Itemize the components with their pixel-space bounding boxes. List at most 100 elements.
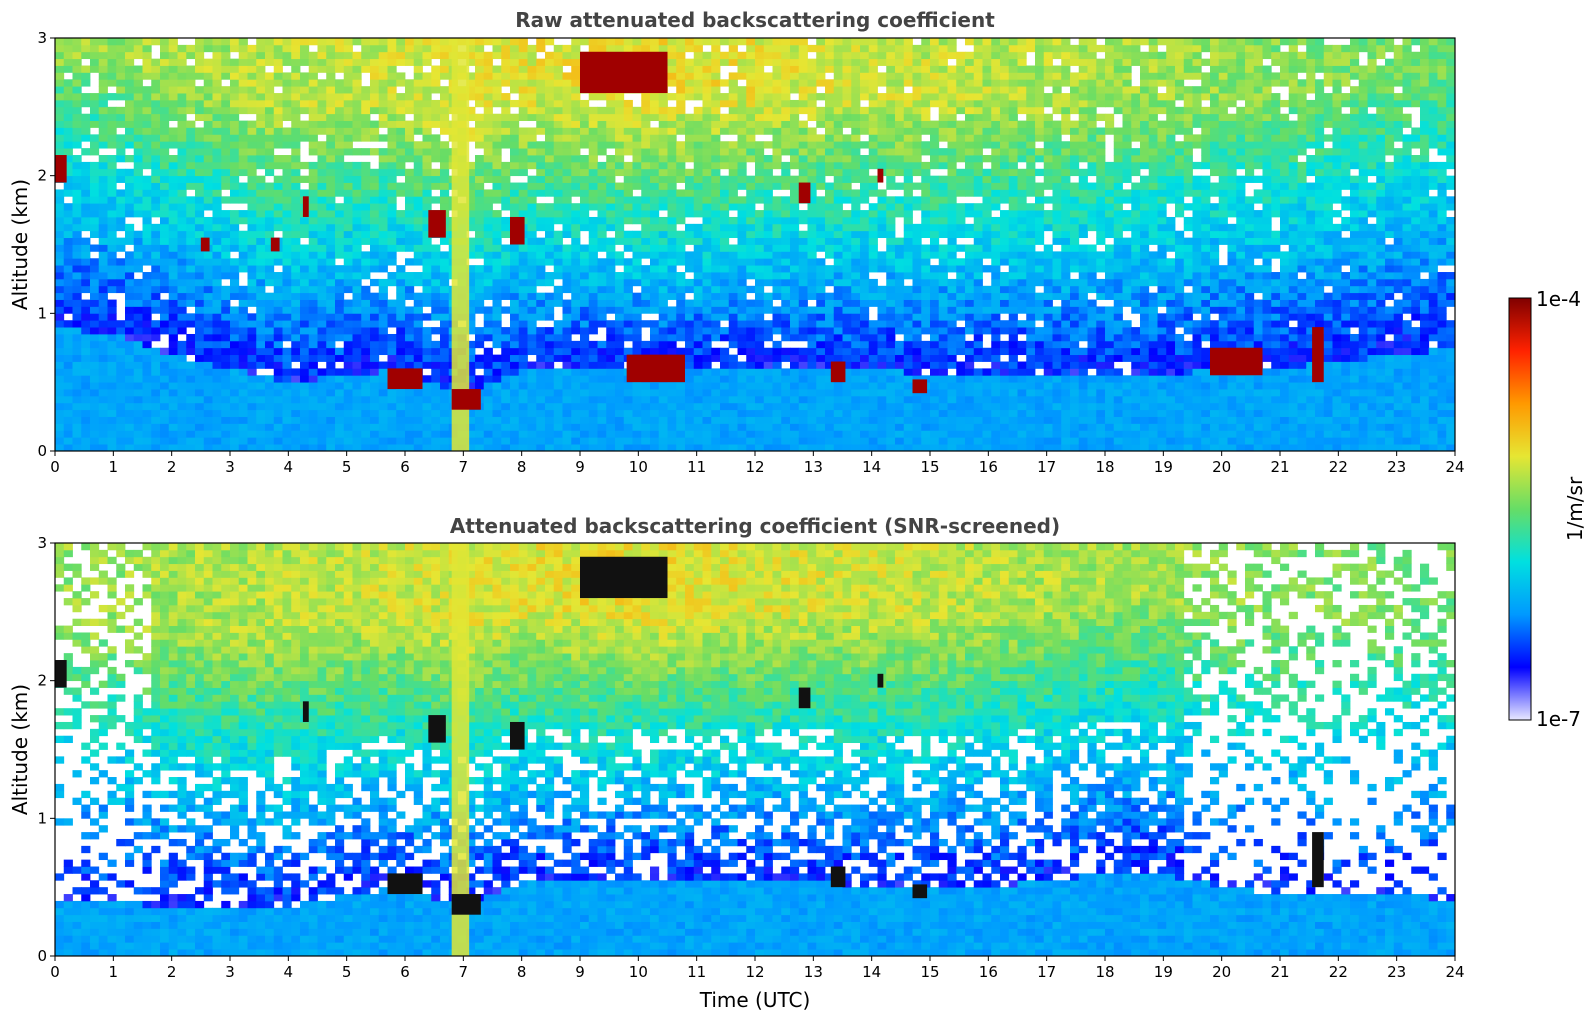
heatmap-cell bbox=[527, 148, 537, 156]
heatmap-cell bbox=[195, 423, 205, 431]
heatmap-cell bbox=[483, 134, 493, 142]
heatmap-cell bbox=[545, 210, 555, 218]
heatmap-cell bbox=[641, 161, 651, 170]
heatmap-cell bbox=[702, 437, 712, 445]
heatmap-cell bbox=[685, 141, 695, 149]
heatmap-cell bbox=[72, 237, 82, 245]
heatmap-cell bbox=[623, 395, 633, 404]
heatmap-cell bbox=[676, 437, 686, 445]
heatmap-cell bbox=[641, 134, 651, 142]
heatmap-cell bbox=[186, 382, 196, 390]
heatmap-cell bbox=[807, 44, 817, 53]
heatmap-cell bbox=[545, 38, 555, 46]
heatmap-cell bbox=[466, 93, 476, 101]
heatmap-cell bbox=[737, 216, 747, 225]
heatmap-cell bbox=[693, 292, 703, 300]
heatmap-cell bbox=[501, 79, 511, 87]
heatmap-cell bbox=[238, 258, 248, 266]
heatmap-cell bbox=[265, 72, 275, 80]
heatmap-cell bbox=[772, 313, 782, 321]
heatmap-cell bbox=[571, 134, 581, 142]
heatmap-cell bbox=[588, 299, 598, 307]
heatmap-cell bbox=[212, 340, 222, 349]
heatmap-cell bbox=[160, 306, 170, 314]
heatmap-cell bbox=[650, 444, 660, 451]
heatmap-cell bbox=[413, 216, 423, 225]
heatmap-cell bbox=[361, 99, 371, 108]
heatmap-cell bbox=[72, 244, 82, 252]
heatmap-cell bbox=[685, 127, 695, 135]
heatmap-cell bbox=[387, 272, 397, 280]
heatmap-cell bbox=[475, 127, 485, 135]
heatmap-cell bbox=[798, 416, 808, 424]
heatmap-cell bbox=[81, 38, 91, 46]
heatmap-cell bbox=[790, 423, 800, 431]
heatmap-cell bbox=[606, 244, 616, 252]
heatmap-cell bbox=[536, 361, 546, 369]
heatmap-cell bbox=[763, 416, 773, 424]
heatmap-cell bbox=[772, 237, 782, 245]
heatmap-cell bbox=[772, 51, 782, 60]
heatmap-cell bbox=[273, 382, 283, 390]
heatmap-cell bbox=[335, 244, 345, 252]
heatmap-cell bbox=[763, 203, 773, 211]
heatmap-cell bbox=[317, 141, 327, 149]
heatmap-cell bbox=[807, 251, 817, 259]
heatmap-cell bbox=[317, 313, 327, 321]
heatmap-cell bbox=[413, 58, 423, 66]
heatmap-cell bbox=[711, 402, 721, 411]
heatmap-cell bbox=[352, 416, 362, 424]
heatmap-cell bbox=[553, 423, 563, 431]
heatmap-cell bbox=[352, 354, 362, 362]
heatmap-cell bbox=[510, 382, 520, 390]
heatmap-cell bbox=[273, 313, 283, 321]
heatmap-cell bbox=[116, 72, 126, 80]
heatmap-cell bbox=[658, 258, 668, 266]
heatmap-cell bbox=[667, 389, 677, 397]
heatmap-cell bbox=[142, 313, 152, 321]
heatmap-cell bbox=[238, 44, 248, 53]
heatmap-cell bbox=[466, 272, 476, 280]
heatmap-cell bbox=[300, 38, 310, 46]
heatmap-cell bbox=[55, 382, 65, 390]
heatmap-cell bbox=[405, 292, 415, 300]
heatmap-cell bbox=[335, 320, 345, 328]
heatmap-cell bbox=[308, 423, 318, 431]
heatmap-cell bbox=[195, 354, 205, 362]
heatmap-cell bbox=[221, 168, 231, 177]
heatmap-cell bbox=[510, 113, 520, 121]
heatmap-cell bbox=[212, 175, 222, 183]
heatmap-cell bbox=[597, 93, 607, 101]
heatmap-cell bbox=[650, 285, 660, 294]
heatmap-cell bbox=[431, 265, 441, 273]
heatmap-cell bbox=[230, 333, 240, 342]
heatmap-cell bbox=[203, 423, 213, 431]
heatmap-cell bbox=[527, 230, 537, 239]
heatmap-cell bbox=[737, 148, 747, 156]
heatmap-cell bbox=[702, 223, 712, 232]
heatmap-cell bbox=[413, 86, 423, 94]
heatmap-cell bbox=[291, 113, 301, 121]
heatmap-cell bbox=[685, 148, 695, 156]
heatmap-cell bbox=[483, 51, 493, 60]
heatmap-cell bbox=[151, 141, 161, 149]
heatmap-cell bbox=[230, 444, 240, 451]
heatmap-cell bbox=[807, 182, 817, 190]
heatmap-cell bbox=[606, 285, 616, 294]
heatmap-cell bbox=[571, 106, 581, 115]
heatmap-cell bbox=[606, 347, 616, 356]
heatmap-cell bbox=[527, 333, 537, 342]
heatmap-cell bbox=[728, 430, 738, 438]
heatmap-cell bbox=[492, 216, 502, 225]
heatmap-cell bbox=[265, 93, 275, 101]
heatmap-cell bbox=[641, 210, 651, 218]
heatmap-cell bbox=[195, 86, 205, 94]
heatmap-cell bbox=[763, 210, 773, 218]
heatmap-cell bbox=[212, 389, 222, 397]
heatmap-cell bbox=[702, 120, 712, 128]
heatmap-cell bbox=[763, 437, 773, 445]
heatmap-cell bbox=[142, 65, 152, 73]
heatmap-cell bbox=[378, 182, 388, 190]
heatmap-cell bbox=[63, 389, 73, 397]
heatmap-cell bbox=[588, 237, 598, 245]
